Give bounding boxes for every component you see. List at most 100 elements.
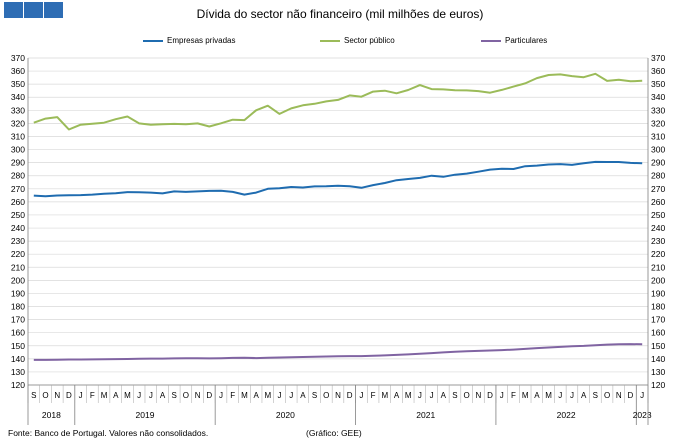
- x-tick-label: M: [545, 391, 552, 400]
- x-tick-label: J: [278, 391, 282, 400]
- x-tick-label: D: [66, 391, 72, 400]
- y-tick-label-left: 170: [11, 315, 25, 325]
- x-tick-label: A: [394, 391, 400, 400]
- x-tick-label: M: [101, 391, 108, 400]
- y-tick-label-left: 130: [11, 367, 25, 377]
- y-tick-label-left: 300: [11, 145, 25, 155]
- x-tick-label: F: [371, 391, 376, 400]
- x-tick-label: M: [405, 391, 412, 400]
- y-tick-label-left: 230: [11, 236, 25, 246]
- y-tick-label-right: 200: [651, 275, 665, 285]
- y-tick-label-right: 270: [651, 184, 665, 194]
- y-tick-label-left: 200: [11, 275, 25, 285]
- legend-item-sector-publico: Sector público: [320, 36, 395, 45]
- y-tick-label-right: 310: [651, 131, 665, 141]
- x-tick-label: J: [137, 391, 141, 400]
- x-tick-label: D: [206, 391, 212, 400]
- year-label: 2020: [276, 410, 295, 420]
- logo-squares-icon: [44, 2, 63, 18]
- x-tick-label: A: [300, 391, 306, 400]
- y-tick-label-right: 190: [651, 288, 665, 298]
- x-tick-label: M: [381, 391, 388, 400]
- year-label: 2019: [136, 410, 155, 420]
- x-tick-label: A: [160, 391, 166, 400]
- x-tick-label: J: [219, 391, 223, 400]
- legend-swatch: [320, 39, 340, 42]
- x-tick-label: J: [558, 391, 562, 400]
- x-tick-label: N: [475, 391, 481, 400]
- year-label: 2021: [416, 410, 435, 420]
- legend-label: Sector público: [344, 36, 395, 45]
- logo-squares-icon: [4, 2, 23, 18]
- y-tick-label-right: 140: [651, 354, 665, 364]
- x-tick-label: N: [54, 391, 60, 400]
- x-tick-label: J: [640, 391, 644, 400]
- footer-source: Fonte: Banco de Portugal. Valores não co…: [8, 428, 209, 438]
- x-tick-label: S: [452, 391, 457, 400]
- x-tick-label: F: [90, 391, 95, 400]
- x-tick-label: J: [500, 391, 504, 400]
- y-tick-label-left: 210: [11, 262, 25, 272]
- x-tick-label: S: [593, 391, 598, 400]
- year-label: 2018: [42, 410, 61, 420]
- y-tick-label-left: 340: [11, 92, 25, 102]
- x-tick-label: N: [616, 391, 622, 400]
- y-tick-label-right: 260: [651, 197, 665, 207]
- x-tick-label: S: [312, 391, 317, 400]
- x-tick-label: F: [230, 391, 235, 400]
- x-tick-label: A: [534, 391, 540, 400]
- x-tick-label: O: [42, 391, 48, 400]
- x-tick-label: N: [195, 391, 201, 400]
- x-tick-label: O: [464, 391, 470, 400]
- legend-item-empresas: Empresas privadas: [143, 36, 235, 45]
- y-tick-label-right: 120: [651, 380, 665, 390]
- x-tick-label: O: [604, 391, 610, 400]
- y-tick-label-right: 230: [651, 236, 665, 246]
- chart-title: Dívida do sector não financeiro (mil mil…: [196, 7, 484, 21]
- y-tick-label-left: 160: [11, 328, 25, 338]
- y-tick-label-right: 250: [651, 210, 665, 220]
- logo-squares-icon: [24, 2, 43, 18]
- year-label: 2022: [557, 410, 576, 420]
- x-tick-label: S: [172, 391, 177, 400]
- y-tick-label-left: 150: [11, 341, 25, 351]
- x-tick-label: D: [487, 391, 493, 400]
- x-tick-label: J: [430, 391, 434, 400]
- x-tick-label: S: [31, 391, 36, 400]
- y-tick-label-left: 360: [11, 66, 25, 76]
- legend-label: Particulares: [505, 36, 548, 45]
- year-label: 2023: [633, 410, 652, 420]
- x-tick-label: J: [418, 391, 422, 400]
- legend-swatch: [481, 39, 501, 42]
- y-tick-label-left: 350: [11, 79, 25, 89]
- x-tick-label: F: [511, 391, 516, 400]
- y-tick-label-left: 240: [11, 223, 25, 233]
- y-tick-label-left: 320: [11, 118, 25, 128]
- x-tick-label: J: [570, 391, 574, 400]
- y-tick-label-right: 280: [651, 171, 665, 181]
- footer-credit: (Gráfico: GEE): [306, 428, 362, 438]
- y-tick-label-left: 190: [11, 288, 25, 298]
- y-tick-label-right: 180: [651, 302, 665, 312]
- x-tick-label: J: [79, 391, 83, 400]
- y-tick-label-right: 170: [651, 315, 665, 325]
- series-line-particulares: [33, 343, 643, 361]
- x-tick-label: A: [581, 391, 587, 400]
- y-tick-label-left: 330: [11, 105, 25, 115]
- legend-item-particulares: Particulares: [481, 36, 547, 45]
- x-tick-label: M: [241, 391, 248, 400]
- x-tick-label: J: [289, 391, 293, 400]
- x-tick-label: O: [183, 391, 189, 400]
- x-tick-label: A: [441, 391, 447, 400]
- y-tick-label-right: 330: [651, 105, 665, 115]
- y-tick-label-right: 290: [651, 158, 665, 168]
- y-tick-label-right: 350: [651, 79, 665, 89]
- x-tick-label: D: [628, 391, 634, 400]
- x-tick-label: O: [323, 391, 329, 400]
- x-tick-label: J: [359, 391, 363, 400]
- series-line-empresas-privadas: [33, 160, 643, 198]
- y-tick-label-left: 220: [11, 249, 25, 259]
- legend-label: Empresas privadas: [167, 36, 236, 45]
- y-tick-label-right: 240: [651, 223, 665, 233]
